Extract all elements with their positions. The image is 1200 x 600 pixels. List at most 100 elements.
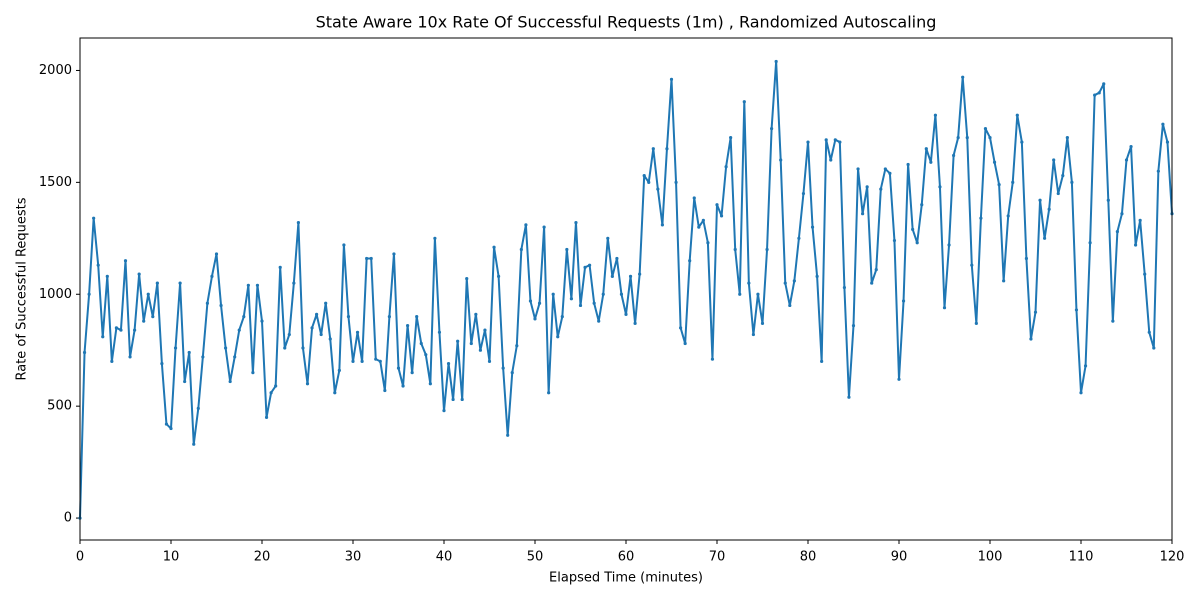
data-point (269, 391, 273, 395)
y-axis-label: Rate of Successful Requests (15, 197, 30, 380)
data-point (970, 263, 974, 267)
data-point (224, 346, 228, 350)
data-point (701, 218, 705, 223)
x-tick-label: 60 (618, 550, 635, 565)
data-point (219, 303, 223, 308)
data-point (360, 359, 364, 364)
data-point (1006, 214, 1010, 218)
data-point (1115, 229, 1119, 234)
data-point (719, 214, 724, 218)
data-point (173, 346, 178, 350)
data-point (451, 397, 455, 402)
data-point (1056, 191, 1060, 196)
data-point (906, 162, 910, 167)
data-point (110, 359, 114, 364)
data-point (123, 259, 128, 263)
y-tick-label: 2000 (39, 63, 72, 78)
data-point (1002, 279, 1006, 283)
data-point (456, 339, 460, 343)
data-point (428, 382, 432, 386)
data-point (82, 350, 87, 355)
data-point (1038, 198, 1042, 202)
x-tick-label: 0 (76, 550, 84, 565)
data-point (205, 301, 209, 305)
data-point (460, 397, 464, 402)
data-point (601, 292, 605, 296)
data-point (1111, 319, 1115, 323)
data-point (355, 330, 360, 334)
data-point (583, 265, 587, 270)
data-point (369, 256, 373, 261)
data-point (233, 355, 237, 359)
data-point (892, 238, 897, 243)
data-point (1152, 346, 1156, 350)
data-point (665, 147, 669, 151)
data-point (592, 301, 596, 305)
data-point (606, 236, 610, 240)
data-point (533, 317, 537, 321)
data-point (642, 174, 646, 178)
data-point (442, 409, 446, 413)
data-point (424, 353, 428, 357)
data-point (952, 153, 956, 158)
data-point (1033, 310, 1038, 314)
data-point (114, 326, 118, 330)
data-point (501, 366, 505, 370)
data-point (519, 247, 523, 252)
data-point (433, 236, 437, 240)
data-point (383, 388, 387, 393)
data-point (929, 160, 933, 164)
data-line (79, 60, 1173, 519)
data-point (961, 75, 965, 79)
x-tick-label: 10 (163, 550, 180, 565)
data-point (1070, 180, 1074, 184)
data-point (305, 382, 310, 386)
data-point (742, 100, 746, 104)
data-point (660, 223, 665, 227)
data-point (237, 328, 241, 332)
data-point (92, 216, 96, 220)
data-point (1138, 218, 1142, 223)
data-point (933, 113, 938, 117)
data-point (979, 216, 983, 220)
x-tick-label: 20 (254, 550, 271, 565)
data-point (446, 362, 451, 366)
data-point (187, 350, 191, 355)
data-point (342, 243, 346, 247)
data-point (865, 185, 869, 189)
data-point (260, 319, 264, 323)
data-point (842, 285, 847, 290)
data-point (401, 384, 405, 388)
data-point (1165, 140, 1170, 144)
data-point (465, 276, 469, 281)
data-point (469, 341, 473, 346)
data-point (515, 344, 519, 348)
data-point (1020, 140, 1024, 144)
data-point (1083, 364, 1088, 368)
data-point (351, 359, 355, 364)
data-point (178, 281, 182, 285)
data-point (947, 243, 951, 247)
data-point (142, 319, 146, 323)
data-point (274, 384, 278, 388)
data-point (214, 252, 219, 256)
data-point (651, 147, 655, 151)
data-point (920, 203, 924, 207)
data-point (751, 332, 756, 337)
data-point (337, 368, 341, 372)
data-point (346, 315, 351, 319)
data-point (528, 299, 533, 303)
data-point (774, 59, 778, 64)
data-point (415, 315, 419, 319)
data-point (392, 252, 396, 256)
y-tick-label: 0 (64, 511, 72, 526)
data-point (1129, 144, 1133, 149)
data-point (597, 319, 601, 323)
data-point (506, 433, 510, 437)
data-point (378, 359, 382, 364)
data-point (1161, 122, 1165, 126)
data-point (474, 312, 478, 317)
data-point (810, 225, 815, 229)
y-tick-label: 1000 (39, 287, 72, 302)
